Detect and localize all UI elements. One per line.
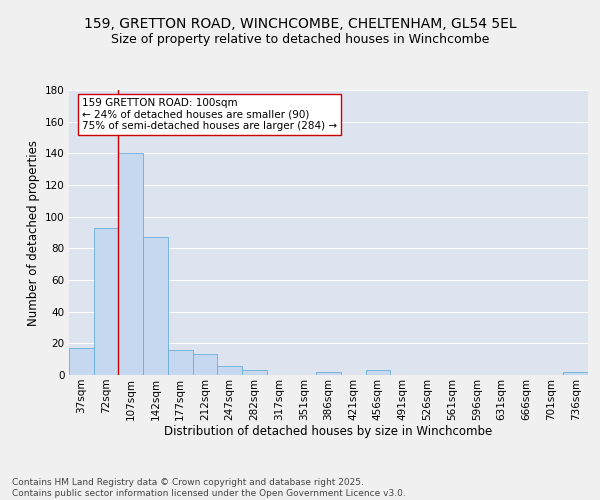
Bar [563,372,588,375]
Bar [143,238,168,375]
Bar [168,350,193,375]
Bar [94,228,118,375]
Bar [242,370,267,375]
Text: 159, GRETTON ROAD, WINCHCOMBE, CHELTENHAM, GL54 5EL: 159, GRETTON ROAD, WINCHCOMBE, CHELTENHA… [83,18,517,32]
Bar [217,366,242,375]
Bar [118,154,143,375]
X-axis label: Distribution of detached houses by size in Winchcombe: Distribution of detached houses by size … [164,426,493,438]
Bar [69,348,94,375]
Bar [316,372,341,375]
Text: Contains HM Land Registry data © Crown copyright and database right 2025.
Contai: Contains HM Land Registry data © Crown c… [12,478,406,498]
Text: 159 GRETTON ROAD: 100sqm
← 24% of detached houses are smaller (90)
75% of semi-d: 159 GRETTON ROAD: 100sqm ← 24% of detach… [82,98,337,131]
Text: Size of property relative to detached houses in Winchcombe: Size of property relative to detached ho… [111,32,489,46]
Bar [193,354,217,375]
Bar [365,370,390,375]
Y-axis label: Number of detached properties: Number of detached properties [26,140,40,326]
